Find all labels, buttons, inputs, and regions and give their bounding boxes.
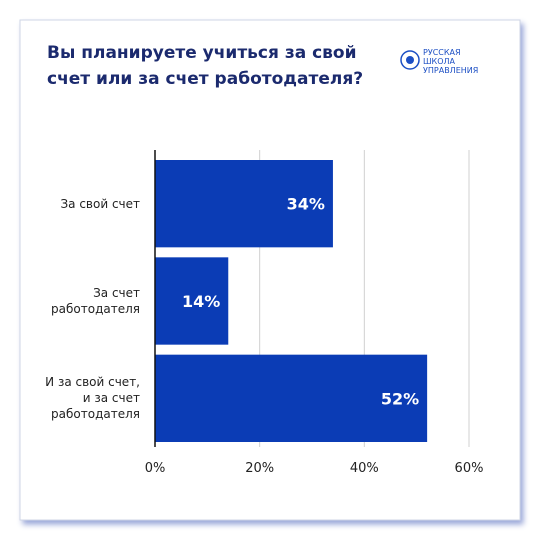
value-label: 14% xyxy=(182,292,220,311)
y-tick-label: И за свой счет, и за счет работодателя xyxy=(45,375,140,422)
card xyxy=(19,19,521,521)
logo-text: РУССКАЯ ШКОЛА УПРАВЛЕНИЯ xyxy=(423,48,479,75)
y-tick-label: За счет работодателя xyxy=(51,286,140,316)
bar xyxy=(155,160,333,248)
x-tick-label: 0% xyxy=(145,461,166,476)
logo-icon xyxy=(400,50,420,70)
chart-title: Вы планируете учиться за свой счет или з… xyxy=(47,43,364,89)
x-tick-label: 60% xyxy=(455,461,484,476)
bar xyxy=(155,257,229,345)
value-label: 34% xyxy=(287,195,325,214)
value-label: 52% xyxy=(381,389,419,408)
x-tick-label: 40% xyxy=(350,461,379,476)
y-tick-label: За свой счет xyxy=(60,196,140,211)
x-tick-label: 20% xyxy=(245,461,274,476)
bar xyxy=(155,354,428,442)
logo-icon-dot xyxy=(406,56,414,64)
